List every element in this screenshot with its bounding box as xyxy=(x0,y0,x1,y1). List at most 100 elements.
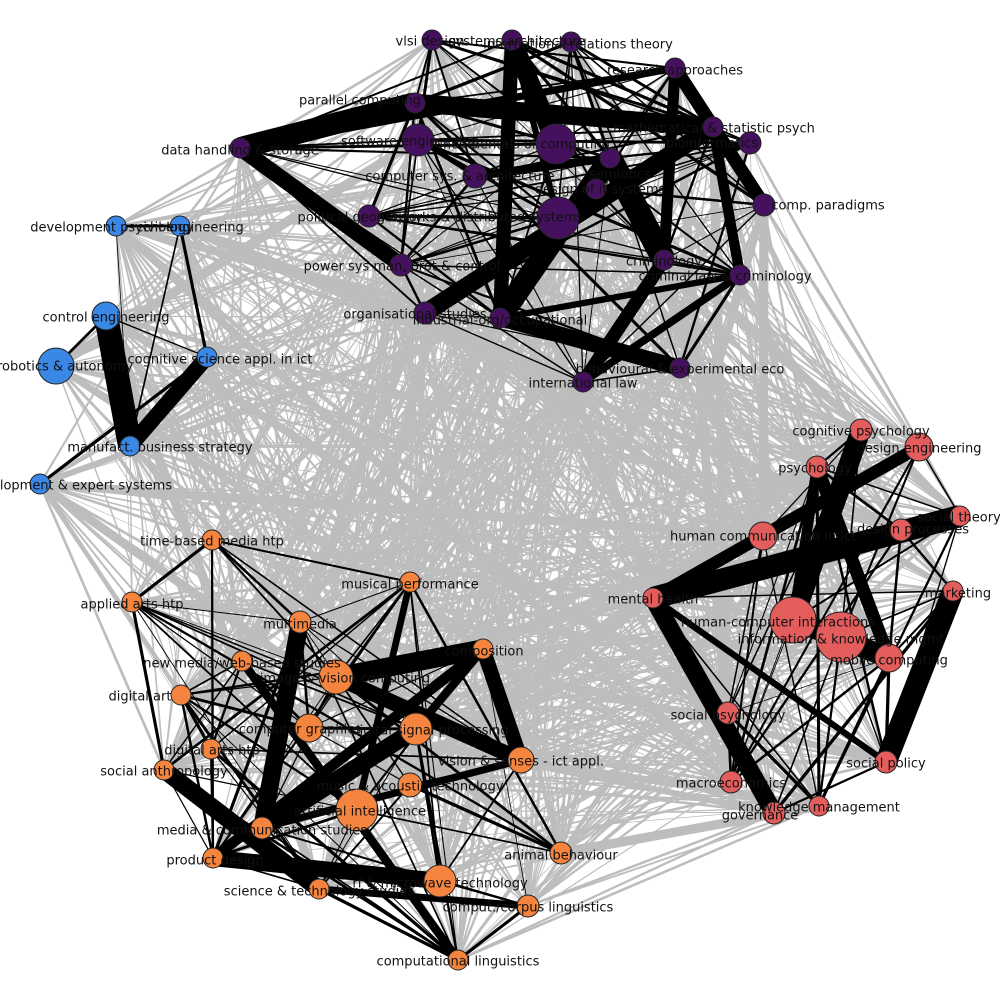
node-fundamentals-of-computing xyxy=(535,123,577,165)
intra-cluster-edge xyxy=(474,153,611,181)
intra-cluster-edge xyxy=(773,760,887,815)
inter-cluster-edge xyxy=(415,465,818,731)
node-label-product-design: product design xyxy=(166,854,263,869)
intra-cluster-edge xyxy=(497,310,683,376)
intra-cluster-edge xyxy=(840,429,862,638)
node-label-comput-corpus-linguistics: comput./corpus linguistics xyxy=(443,901,614,916)
intra-cluster-edge xyxy=(335,675,562,855)
inter-cluster-edge xyxy=(457,712,729,961)
node-mental-health xyxy=(642,587,664,609)
node-vlsi-design xyxy=(421,29,443,51)
inter-cluster-edge xyxy=(210,747,775,815)
node-design-engineering xyxy=(904,432,934,462)
intra-cluster-edge xyxy=(335,676,411,786)
node-international-law xyxy=(572,371,594,393)
inter-cluster-edge xyxy=(299,429,862,623)
intra-cluster-edge xyxy=(131,601,337,678)
node-label-musical-performance: musical performance xyxy=(341,578,478,593)
node-design-of-it-systems xyxy=(585,178,607,200)
node-label-computer-sys-architecture: computer sys. & architecture xyxy=(365,170,554,185)
node-behavioural-experimental-eco xyxy=(669,357,691,379)
node-mathematical-statistic-psych xyxy=(702,116,724,138)
intra-cluster-edge xyxy=(595,187,765,207)
node-software-engineering xyxy=(401,123,435,157)
node-international-relations-theory xyxy=(560,31,582,53)
inter-cluster-edge xyxy=(39,483,411,583)
node-label-information-knowledge-mgmt: information & knowledge mgmt xyxy=(738,633,945,648)
intra-cluster-edge xyxy=(645,593,782,818)
intra-cluster-edge xyxy=(209,660,244,750)
inter-cluster-edge xyxy=(128,445,264,829)
intra-cluster-edge xyxy=(417,138,559,220)
inter-cluster-edge xyxy=(115,225,862,431)
inter-cluster-edge xyxy=(763,204,920,448)
inter-cluster-edge xyxy=(37,480,564,857)
node-digital-arts-htp xyxy=(200,738,222,760)
inter-cluster-edge xyxy=(178,225,244,662)
node-label-design-of-it-systems: design of it systems xyxy=(535,183,666,198)
inter-cluster-edge xyxy=(663,259,961,517)
inter-cluster-edge xyxy=(457,781,732,961)
intra-cluster-edge xyxy=(131,601,417,730)
inter-cluster-edge xyxy=(210,465,818,751)
node-label-human-communication-in-ict: human communication in ict xyxy=(670,530,856,545)
node-label-science-technology-studies: science & technology studies xyxy=(224,885,415,900)
intra-cluster-edge xyxy=(178,225,209,358)
node-systems-architecture xyxy=(501,29,523,51)
node-label-criminal-law-criminology: criminal law & criminology xyxy=(638,270,811,285)
inter-cluster-edge xyxy=(115,225,741,276)
node-criminology xyxy=(653,249,675,271)
node-civil-engineering xyxy=(169,215,191,237)
inter-cluster-edge xyxy=(679,366,920,449)
node-social-psychology xyxy=(716,701,740,725)
node-human-communication-in-ict xyxy=(748,521,778,551)
intra-cluster-edge xyxy=(239,142,557,150)
intra-cluster-edge xyxy=(727,657,890,714)
node-product-design xyxy=(202,847,224,869)
node-label-control-engineering: control engineering xyxy=(43,311,170,326)
intra-cluster-edge xyxy=(509,39,561,219)
inter-cluster-edge xyxy=(662,259,819,468)
inter-cluster-edge xyxy=(482,428,862,651)
node-label-rf-microwave-technology: rf & microwave technology xyxy=(352,877,528,892)
node-development-expert-systems xyxy=(29,473,51,495)
inter-cluster-edge xyxy=(206,356,818,468)
node-label-organisational-studies: organisational studies xyxy=(343,308,486,323)
node-label-criminology: criminology xyxy=(626,255,702,270)
intra-cluster-edge xyxy=(180,693,310,730)
inter-cluster-edge xyxy=(206,356,459,961)
graph-nodes xyxy=(29,29,971,971)
inter-cluster-edge xyxy=(129,381,584,447)
node-label-data-handling-storage: data handling & storage xyxy=(161,144,319,159)
intra-cluster-edge xyxy=(368,188,597,217)
intra-cluster-edge xyxy=(424,141,751,315)
node-label-civil-engineering: civil engineering xyxy=(136,221,244,236)
inter-cluster-edge xyxy=(179,225,665,261)
intra-cluster-edge xyxy=(457,904,529,962)
node-label-computational-linguistics: computational linguistics xyxy=(377,955,540,970)
inter-cluster-edge xyxy=(527,811,775,908)
node-music-acoustic-technology xyxy=(397,772,423,798)
intra-cluster-edge xyxy=(884,657,891,763)
node-label-digital-arts-htp: digital arts htp xyxy=(164,744,259,759)
intra-cluster-edge xyxy=(414,93,714,137)
node-parallel-computing xyxy=(404,92,426,114)
intra-cluster-edge xyxy=(609,141,751,160)
inter-cluster-edge xyxy=(499,316,961,518)
node-label-human-computer-interactions: human-computer interactions xyxy=(681,616,875,631)
node-label-image-vision-computing: image & vision computing xyxy=(260,672,430,687)
inter-cluster-edge xyxy=(129,445,133,603)
intra-cluster-edge xyxy=(414,102,559,219)
inter-cluster-edge xyxy=(38,482,183,697)
intra-cluster-edge xyxy=(730,529,902,783)
inter-cluster-edge xyxy=(520,619,794,761)
intra-cluster-edge xyxy=(414,40,572,105)
intra-cluster-edge xyxy=(678,274,742,369)
node-digital-art xyxy=(170,684,192,706)
node-science-technology-studies xyxy=(308,878,330,900)
inter-cluster-edge xyxy=(739,274,820,807)
intra-cluster-edge xyxy=(180,660,243,696)
node-label-computer-graphics: computer graphics xyxy=(239,723,362,738)
inter-cluster-edge xyxy=(456,204,766,961)
